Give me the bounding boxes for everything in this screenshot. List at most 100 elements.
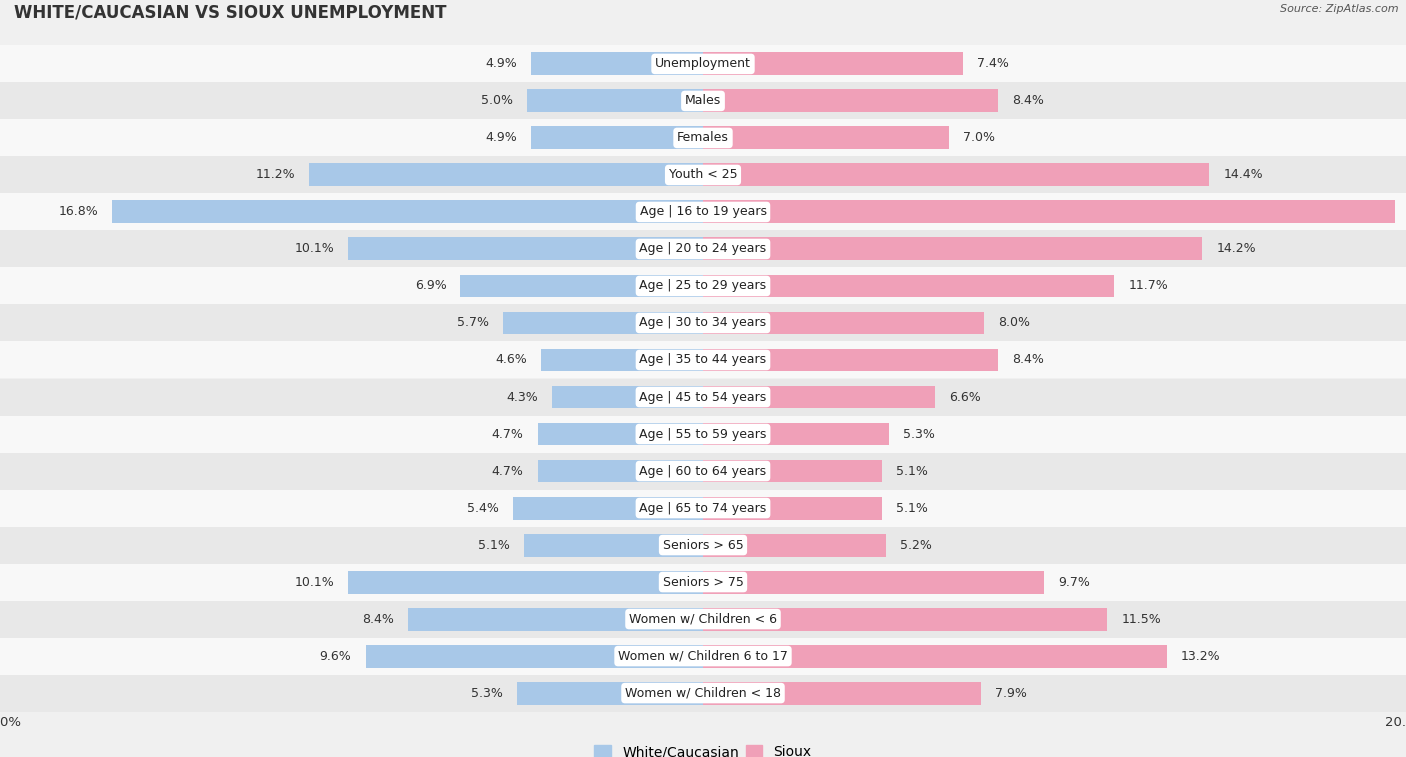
Text: Males: Males	[685, 95, 721, 107]
Bar	[703, 201, 1395, 223]
Text: 14.4%: 14.4%	[1223, 169, 1263, 182]
Bar	[0, 45, 1406, 83]
Legend: White/Caucasian, Sioux: White/Caucasian, Sioux	[589, 740, 817, 757]
Bar	[537, 422, 703, 445]
Bar	[0, 120, 1406, 157]
Text: 5.7%: 5.7%	[457, 316, 489, 329]
Bar	[703, 238, 1202, 260]
Bar	[349, 238, 703, 260]
Bar	[541, 348, 703, 372]
Text: Age | 25 to 29 years: Age | 25 to 29 years	[640, 279, 766, 292]
Bar	[0, 304, 1406, 341]
Text: 4.9%: 4.9%	[485, 132, 517, 145]
Text: 13.2%: 13.2%	[1181, 650, 1220, 662]
Text: 10.1%: 10.1%	[294, 242, 335, 255]
Text: Women w/ Children < 6: Women w/ Children < 6	[628, 612, 778, 625]
Bar	[703, 422, 889, 445]
Bar	[537, 459, 703, 482]
Text: 5.3%: 5.3%	[471, 687, 503, 699]
Bar	[703, 459, 883, 482]
Text: 5.1%: 5.1%	[897, 465, 928, 478]
Text: Women w/ Children 6 to 17: Women w/ Children 6 to 17	[619, 650, 787, 662]
Bar	[408, 608, 703, 631]
Bar	[0, 416, 1406, 453]
Bar	[349, 571, 703, 593]
Text: 11.7%: 11.7%	[1129, 279, 1168, 292]
Text: 4.6%: 4.6%	[495, 354, 527, 366]
Text: 8.4%: 8.4%	[361, 612, 394, 625]
Bar	[527, 89, 703, 112]
Bar	[366, 645, 703, 668]
Bar	[0, 230, 1406, 267]
Bar	[703, 645, 1167, 668]
Bar	[0, 674, 1406, 712]
Bar	[0, 194, 1406, 230]
Text: 9.7%: 9.7%	[1057, 575, 1090, 588]
Text: Seniors > 65: Seniors > 65	[662, 538, 744, 552]
Bar	[703, 275, 1114, 298]
Bar	[0, 527, 1406, 563]
Text: 8.4%: 8.4%	[1012, 95, 1045, 107]
Bar	[551, 385, 703, 409]
Text: 8.0%: 8.0%	[998, 316, 1031, 329]
Bar	[517, 681, 703, 705]
Bar	[309, 164, 703, 186]
Text: Females: Females	[678, 132, 728, 145]
Bar	[703, 164, 1209, 186]
Text: 6.6%: 6.6%	[949, 391, 981, 403]
Text: 7.0%: 7.0%	[963, 132, 995, 145]
Bar	[0, 341, 1406, 378]
Bar	[703, 608, 1108, 631]
Text: 11.2%: 11.2%	[256, 169, 295, 182]
Text: Age | 16 to 19 years: Age | 16 to 19 years	[640, 205, 766, 219]
Bar	[461, 275, 703, 298]
Text: 14.2%: 14.2%	[1216, 242, 1256, 255]
Text: 6.9%: 6.9%	[415, 279, 447, 292]
Text: Unemployment: Unemployment	[655, 58, 751, 70]
Text: 4.9%: 4.9%	[485, 58, 517, 70]
Text: 8.4%: 8.4%	[1012, 354, 1045, 366]
Bar	[503, 312, 703, 335]
Text: Women w/ Children < 18: Women w/ Children < 18	[626, 687, 780, 699]
Text: 4.3%: 4.3%	[506, 391, 537, 403]
Text: Age | 60 to 64 years: Age | 60 to 64 years	[640, 465, 766, 478]
Bar	[0, 637, 1406, 674]
Text: 5.1%: 5.1%	[897, 502, 928, 515]
Bar	[0, 378, 1406, 416]
Text: Youth < 25: Youth < 25	[669, 169, 737, 182]
Bar	[531, 52, 703, 76]
Bar	[524, 534, 703, 556]
Text: WHITE/CAUCASIAN VS SIOUX UNEMPLOYMENT: WHITE/CAUCASIAN VS SIOUX UNEMPLOYMENT	[14, 4, 447, 22]
Bar	[513, 497, 703, 519]
Text: Age | 55 to 59 years: Age | 55 to 59 years	[640, 428, 766, 441]
Bar	[0, 83, 1406, 120]
Bar	[703, 385, 935, 409]
Text: 5.2%: 5.2%	[900, 538, 932, 552]
Bar	[703, 571, 1043, 593]
Text: Seniors > 75: Seniors > 75	[662, 575, 744, 588]
Text: 5.3%: 5.3%	[904, 428, 935, 441]
Text: 11.5%: 11.5%	[1122, 612, 1161, 625]
Bar	[0, 600, 1406, 637]
Bar	[703, 312, 984, 335]
Text: 5.4%: 5.4%	[467, 502, 499, 515]
Bar	[0, 490, 1406, 527]
Bar	[0, 563, 1406, 600]
Bar	[531, 126, 703, 149]
Bar	[703, 681, 981, 705]
Bar	[703, 534, 886, 556]
Text: 7.4%: 7.4%	[977, 58, 1010, 70]
Text: 16.8%: 16.8%	[59, 205, 98, 219]
Text: 9.6%: 9.6%	[319, 650, 352, 662]
Text: 5.1%: 5.1%	[478, 538, 510, 552]
Text: Age | 35 to 44 years: Age | 35 to 44 years	[640, 354, 766, 366]
Text: Age | 30 to 34 years: Age | 30 to 34 years	[640, 316, 766, 329]
Bar	[703, 497, 883, 519]
Text: 7.9%: 7.9%	[995, 687, 1026, 699]
Bar	[0, 453, 1406, 490]
Text: 4.7%: 4.7%	[492, 465, 524, 478]
Bar	[0, 267, 1406, 304]
Text: Age | 45 to 54 years: Age | 45 to 54 years	[640, 391, 766, 403]
Text: 5.0%: 5.0%	[481, 95, 513, 107]
Bar	[703, 126, 949, 149]
